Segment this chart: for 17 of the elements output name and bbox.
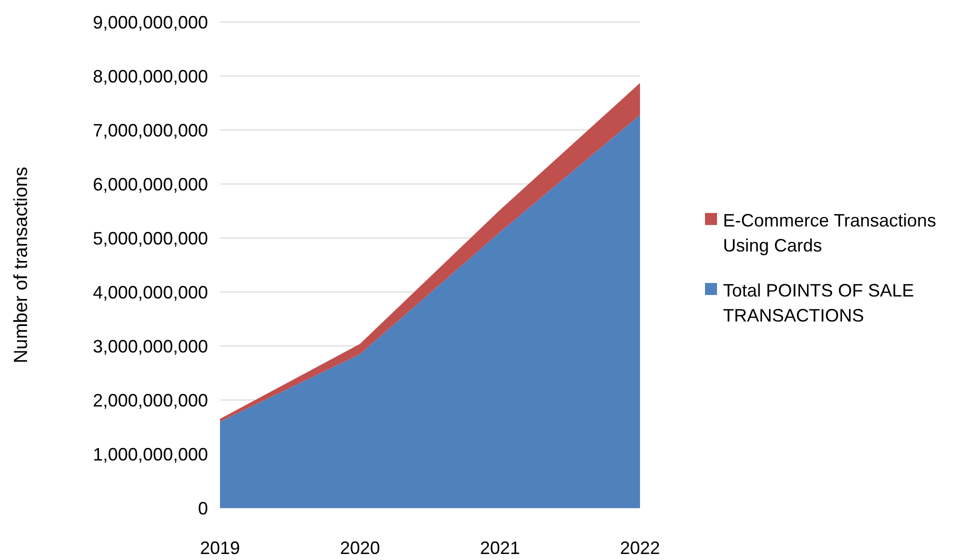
y-tick-label: 3,000,000,000 bbox=[92, 336, 208, 356]
legend-label: E-Commerce Transactions Using Cards bbox=[723, 210, 936, 256]
y-axis-title: Number of transactions bbox=[11, 166, 32, 364]
y-tick-label: 6,000,000,000 bbox=[92, 174, 208, 194]
x-tick-label: 2021 bbox=[480, 538, 520, 558]
x-tick-label: 2020 bbox=[340, 538, 380, 558]
y-tick-label: 7,000,000,000 bbox=[92, 120, 208, 140]
y-tick-label: 1,000,000,000 bbox=[92, 444, 208, 464]
legend-label: Total POINTS OF SALE TRANSACTIONS bbox=[723, 280, 914, 326]
y-tick-label: 0 bbox=[198, 498, 208, 518]
y-tick-label: 8,000,000,000 bbox=[92, 66, 208, 86]
y-tick-label: 5,000,000,000 bbox=[92, 228, 208, 248]
y-tick-label: 9,000,000,000 bbox=[92, 12, 208, 32]
x-tick-label: 2019 bbox=[200, 538, 240, 558]
x-tick-label: 2022 bbox=[620, 538, 660, 558]
y-tick-label: 2,000,000,000 bbox=[92, 390, 208, 410]
y-tick-label: 4,000,000,000 bbox=[92, 282, 208, 302]
